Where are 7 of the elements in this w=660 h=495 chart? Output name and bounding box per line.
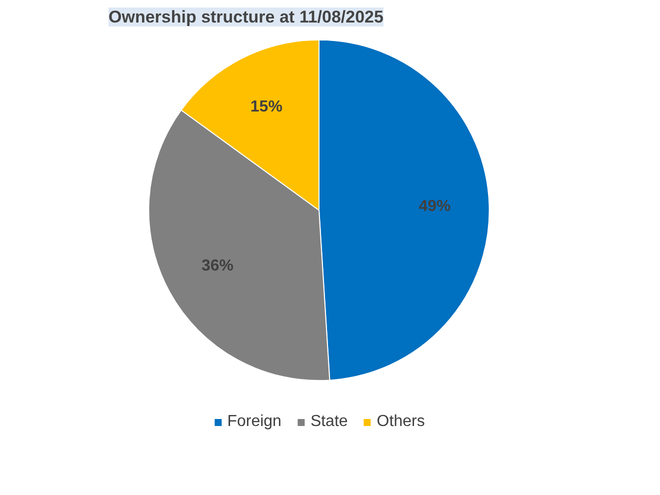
data-label: 15% <box>250 98 282 116</box>
legend-label: Foreign <box>227 413 282 431</box>
data-label: 36% <box>202 257 234 274</box>
legend-label: State <box>310 413 348 431</box>
chart-title: Ownership structure at 11/08/2025 <box>108 8 384 26</box>
data-label: 49% <box>418 198 451 216</box>
legend-label: Others <box>376 413 425 431</box>
